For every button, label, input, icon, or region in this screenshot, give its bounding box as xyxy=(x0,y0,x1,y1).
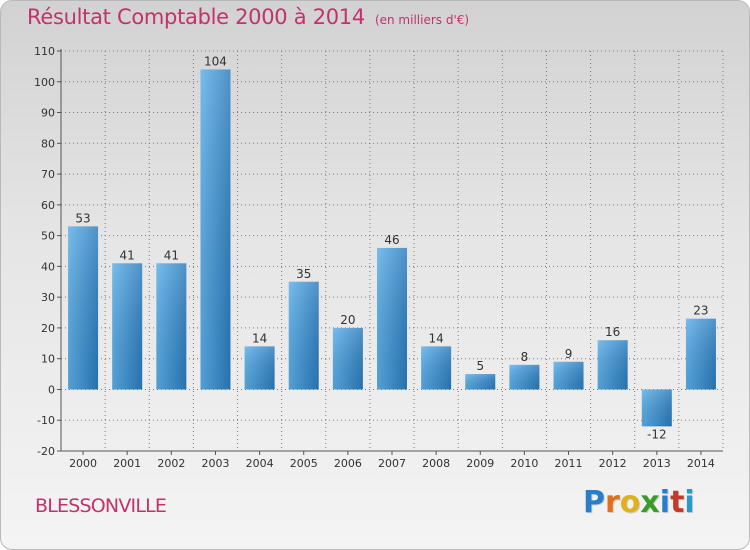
bar-shade-2001 xyxy=(112,263,143,390)
x-tick-label: 2009 xyxy=(466,457,494,470)
chart-title: Résultat Comptable 2000 à 2014 (en millie… xyxy=(27,5,469,29)
x-tick-label: 2014 xyxy=(687,457,715,470)
bar-shade-2012 xyxy=(597,340,628,390)
logo-letter: t xyxy=(670,485,685,520)
value-label-2004: 14 xyxy=(252,331,267,345)
x-tick-label: 2000 xyxy=(69,457,97,470)
logo-letter: o xyxy=(619,485,641,520)
value-label-2005: 35 xyxy=(296,267,311,281)
x-tick-label: 2003 xyxy=(201,457,229,470)
x-tick-label: 2004 xyxy=(246,457,274,470)
axes: -20 -10 0 10 20 30 40 50 60 70 80 90 100 110 2000 2001 2… xyxy=(34,45,723,470)
value-label-2013: -12 xyxy=(647,427,667,441)
value-label-2006: 20 xyxy=(340,313,355,327)
value-label-2009: 5 xyxy=(476,359,484,373)
y-tick-label: 30 xyxy=(41,291,55,304)
value-label-2003: 104 xyxy=(204,54,227,68)
y-tick-label: 10 xyxy=(41,353,55,366)
y-tick-label: 20 xyxy=(41,322,55,335)
value-label-2012: 16 xyxy=(605,325,620,339)
x-tick-label: 2001 xyxy=(113,457,141,470)
value-label-2002: 41 xyxy=(164,248,179,262)
bar-shade-2007 xyxy=(377,247,407,390)
y-tick-label: -10 xyxy=(37,414,55,427)
chart-title-text: Résultat Comptable 2000 à 2014 xyxy=(27,5,365,29)
bar-shade-2003 xyxy=(200,69,231,390)
y-tick-label: -20 xyxy=(37,445,55,458)
logo-letter: i xyxy=(659,485,671,520)
x-tick-label: 2007 xyxy=(378,457,406,470)
value-labels: 53 41 41 104 14 35 20 46 14 5 8 9 16 -12 23 xyxy=(75,54,708,441)
bars xyxy=(68,69,716,427)
x-tick-label: 2008 xyxy=(422,457,450,470)
y-tick-label: 100 xyxy=(34,76,55,89)
bar-shade-2004 xyxy=(244,346,275,390)
value-label-2011: 9 xyxy=(565,347,573,361)
y-tick-label: 110 xyxy=(34,45,55,58)
bar-shade-2011 xyxy=(553,361,584,390)
value-label-2007: 46 xyxy=(384,233,399,247)
bar-shade-2002 xyxy=(156,263,187,390)
value-label-2008: 14 xyxy=(428,331,443,345)
y-tick-label: 50 xyxy=(41,230,55,243)
bar-shade-2006 xyxy=(332,327,363,390)
proxiti-logo: Proxiti xyxy=(583,485,695,525)
y-tick-label: 40 xyxy=(41,260,55,273)
value-label-2010: 8 xyxy=(521,350,529,364)
bar-shade-2010 xyxy=(509,364,540,390)
y-tick-label: 0 xyxy=(48,383,55,396)
place-name: BLESSONVILLE xyxy=(35,495,167,517)
value-label-2014: 23 xyxy=(693,304,708,318)
x-tick-label: 2005 xyxy=(290,457,318,470)
bar-shade-2008 xyxy=(421,346,452,390)
bar-shade-2014 xyxy=(685,318,716,390)
y-tick-label: 70 xyxy=(41,168,55,181)
x-tick-label: 2013 xyxy=(643,457,671,470)
y-tick-label: 90 xyxy=(41,107,55,120)
bar-shade-2005 xyxy=(288,281,319,390)
x-tick-label: 2011 xyxy=(555,457,583,470)
bar-shade-2013 xyxy=(641,389,672,427)
x-tick-label: 2010 xyxy=(510,457,538,470)
y-tick-label: 80 xyxy=(41,137,55,150)
y-tick-label: 60 xyxy=(41,199,55,212)
value-label-2001: 41 xyxy=(120,248,135,262)
grid-lines xyxy=(60,50,724,452)
logo-letter: P xyxy=(583,485,605,520)
x-tick-label: 2002 xyxy=(157,457,185,470)
logo-letter: i xyxy=(684,485,695,520)
bar-shade-2000 xyxy=(68,226,99,390)
chart-subtitle: (en milliers d'€) xyxy=(374,13,470,27)
value-label-2000: 53 xyxy=(75,211,90,225)
bar-shade-2009 xyxy=(465,374,496,390)
x-tick-label: 2006 xyxy=(334,457,362,470)
logo-letter: x xyxy=(640,485,660,520)
x-tick-label: 2012 xyxy=(599,457,627,470)
logo-letter: r xyxy=(605,485,620,520)
